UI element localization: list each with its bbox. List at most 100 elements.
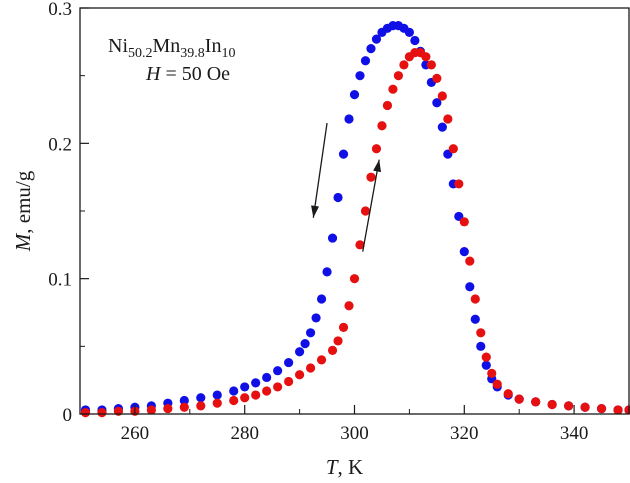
data-point [459,217,469,227]
data-point [344,114,354,124]
data-point [196,401,206,411]
data-point [229,386,239,396]
arrowhead-up [373,159,382,173]
data-point [338,149,349,159]
data-point [295,347,305,357]
data-point [360,56,371,66]
data-point [443,114,453,124]
y-axis-title: M, emu/g [11,170,35,252]
data-point [437,122,447,132]
data-point [273,382,283,392]
data-point [393,71,404,81]
x-tick-label: 260 [121,423,150,444]
data-point [146,405,156,415]
data-point [196,393,206,403]
data-point [229,395,239,406]
data-point [531,397,541,407]
data-point [179,395,189,406]
data-point [327,233,338,243]
data-point [388,84,398,94]
arrowhead-down [311,205,320,218]
data-point [366,172,376,182]
data-point [366,44,376,54]
data-point [487,368,497,378]
data-point [295,370,305,380]
data-point [80,408,91,418]
arrow-layer [311,122,382,252]
data-point [580,402,590,412]
series-2 [80,48,630,418]
data-point [470,314,480,324]
data-point [179,402,189,412]
x-tick-label: 320 [450,423,479,444]
data-point [240,393,250,403]
y-tick-label: 0 [63,405,73,426]
data-point [212,390,222,400]
hysteresis-arrow-up [362,159,380,252]
data-point [459,247,469,257]
tick-layer: 260 280 300 320 340 0 0.1 0.2 0.3 [48,0,630,444]
data-point [481,360,491,370]
formula-sub-2: 39.8 [180,46,205,61]
field-symbol: H [145,63,162,85]
data-point [349,274,360,284]
data-point [596,403,607,414]
field-value: = 50 Oe [160,63,230,85]
data-point [476,341,486,351]
data-point [514,394,524,404]
data-point [251,390,261,400]
x-axis-unit: , K [338,455,364,479]
data-point [251,378,261,388]
data-point [470,294,480,304]
data-point [437,91,447,101]
data-point [547,399,557,410]
y-axis-unit: , emu/g [11,170,35,233]
formula-el-1: Ni [108,35,128,57]
data-point [355,71,365,81]
data-point [360,206,371,216]
formula-el-2: Mn [153,35,181,57]
data-point [163,403,173,414]
data-point [371,34,382,44]
data-point [305,328,316,338]
data-point [432,98,442,108]
data-point [273,366,283,376]
y-tick-label: 0.1 [48,270,72,291]
data-point [316,294,327,304]
data-point [355,240,365,250]
formula-el-3: In [205,35,222,57]
data-point [344,301,354,311]
data-point [338,322,349,332]
alloy-formula: Ni50.2Mn39.8In10 [108,35,235,61]
x-axis-title: T, K [326,455,363,479]
formula-sub-1: 50.2 [128,46,153,61]
data-point [300,339,310,349]
data-point [432,73,442,83]
data-point [448,144,458,154]
data-point [333,336,343,346]
plot-layer [80,20,630,418]
data-point [284,376,294,387]
data-point [503,389,513,399]
data-point [465,282,475,292]
hysteresis-arrow-down [312,122,328,218]
data-point [349,90,360,100]
data-point [421,52,431,62]
data-point [212,398,222,408]
data-point [492,379,502,389]
data-point [311,313,321,323]
x-tick-label: 340 [560,423,589,444]
data-point [465,256,475,266]
data-point [399,60,409,70]
data-point [371,144,382,154]
data-point [426,60,436,70]
data-point [404,27,414,37]
data-point [454,179,464,189]
data-point [262,386,272,396]
y-axis-symbol: M [11,232,35,252]
data-point [240,382,250,392]
data-point [613,405,623,415]
data-point [97,408,107,418]
data-point [410,35,420,46]
